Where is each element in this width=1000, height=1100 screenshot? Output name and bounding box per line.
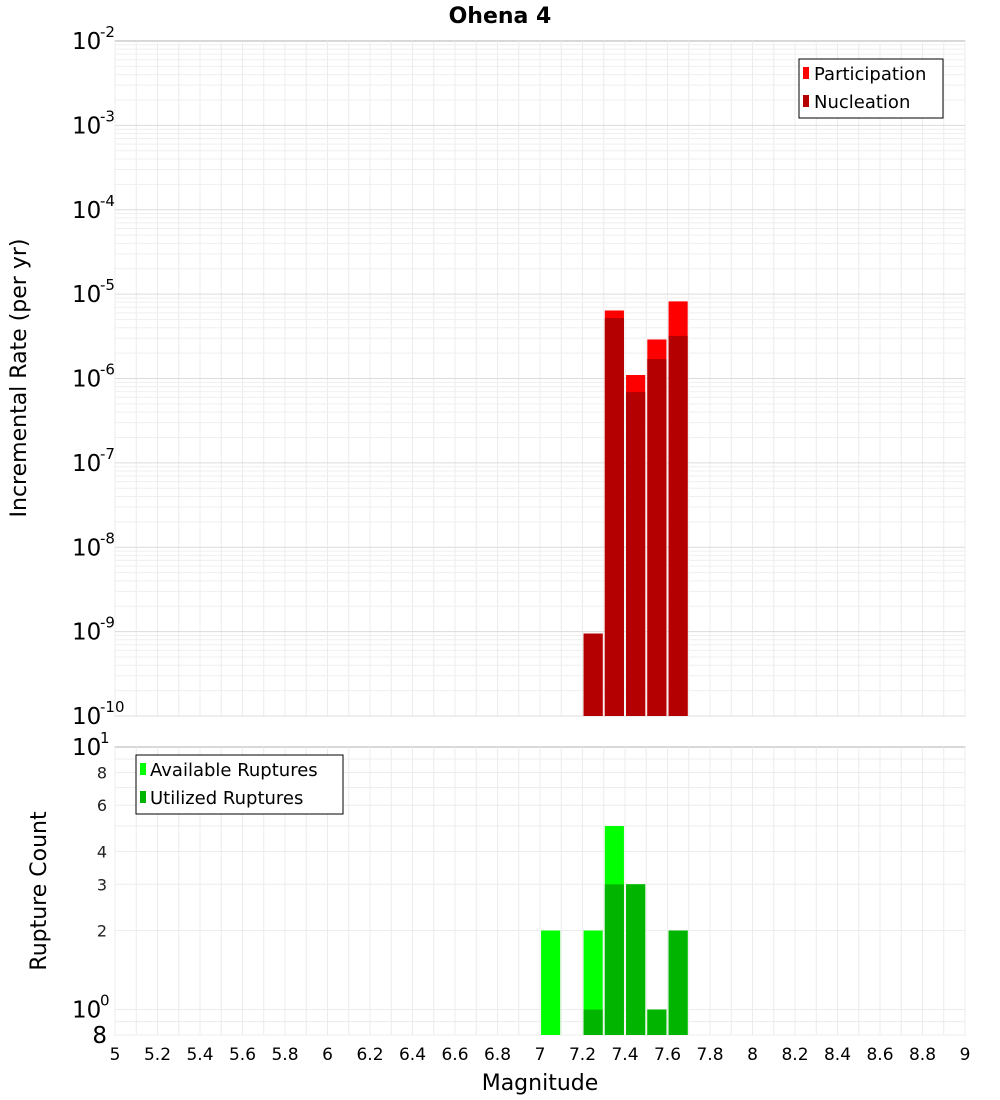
x-tick-label: 7.2	[569, 1045, 596, 1065]
rate-grid	[114, 41, 966, 717]
x-tick-label: 6.2	[356, 1045, 383, 1065]
legend-swatch-nucleation	[803, 95, 809, 107]
rate-y-tick-label: 10	[72, 704, 101, 730]
count-y-tick-exponent: 0	[100, 992, 110, 1010]
rate-y-tick-label: 10	[72, 198, 101, 224]
legend-swatch-utilized	[140, 791, 146, 803]
bar-utilized	[583, 1009, 603, 1035]
x-tick-label: 5.2	[144, 1045, 171, 1065]
count-y-tick-label: 10	[72, 735, 101, 761]
x-tick-label: 7.6	[654, 1045, 681, 1065]
x-tick-label: 8	[747, 1045, 758, 1065]
rate-y-tick-exponent: -4	[100, 192, 115, 210]
rate-y-tick-exponent: -10	[100, 698, 125, 716]
x-tick-label: 6	[322, 1045, 333, 1065]
count-y-minor-tick-label: 2	[97, 922, 107, 941]
rate-y-tick-exponent: -5	[100, 276, 115, 294]
rate-y-tick-label: 10	[72, 113, 101, 139]
x-tick-label: 7.8	[696, 1045, 723, 1065]
x-tick-label: 8.2	[781, 1045, 808, 1065]
bar-available	[541, 930, 561, 1035]
rate-legend-box	[798, 58, 944, 119]
rate-y-axis-label: Incremental Rate (per yr)	[7, 239, 32, 518]
chart-title: Ohena 4	[449, 4, 552, 29]
legend-label-available: Available Ruptures	[150, 760, 318, 781]
rate-y-tick-exponent: -9	[100, 614, 115, 632]
legend-label-participation: Participation	[814, 64, 926, 85]
rate-y-tick-exponent: -8	[100, 529, 115, 547]
bar-nucleation	[604, 318, 624, 716]
rate-y-tick-exponent: -2	[100, 23, 115, 41]
rate-bars	[583, 301, 688, 716]
x-tick-label: 8.8	[909, 1045, 936, 1065]
rate-y-tick-label: 10	[72, 535, 101, 561]
rate-y-tick-label: 10	[72, 29, 101, 55]
count-y-minor-tick-label: 8	[97, 763, 107, 782]
count-grid	[114, 747, 966, 1036]
count-y-minor-tick-label: 8	[92, 1023, 107, 1049]
x-tick-label: 5.4	[186, 1045, 213, 1065]
bar-nucleation	[626, 392, 646, 716]
rate-y-tick-exponent: -3	[100, 107, 115, 125]
count-y-tick-exponent: 1	[100, 729, 110, 747]
legend-label-utilized: Utilized Ruptures	[150, 788, 303, 809]
count-legend: Available Ruptures Utilized Ruptures	[135, 754, 344, 815]
x-tick-label: 9	[960, 1045, 971, 1065]
x-tick-label: 7	[535, 1045, 546, 1065]
count-bars	[541, 826, 688, 1035]
x-tick-label: 6.6	[441, 1045, 468, 1065]
bar-utilized	[647, 1009, 667, 1035]
x-tick-label: 5.8	[271, 1045, 298, 1065]
bar-utilized	[604, 884, 624, 1035]
bar-nucleation	[583, 633, 603, 716]
count-y-minor-tick-label: 3	[97, 875, 107, 894]
count-y-tick-label: 10	[72, 998, 101, 1024]
legend-swatch-available	[140, 763, 146, 775]
bar-utilized	[626, 884, 646, 1035]
count-legend-box	[135, 754, 344, 815]
bar-nucleation	[668, 335, 688, 716]
rate-y-tick-label: 10	[72, 620, 101, 646]
x-tick-label: 6.8	[484, 1045, 511, 1065]
bar-nucleation	[647, 359, 667, 716]
count-y-minor-tick-label: 4	[97, 842, 107, 861]
x-tick-label: 5	[110, 1045, 121, 1065]
x-tick-label: 5.6	[229, 1045, 256, 1065]
x-tick-label: 8.4	[824, 1045, 851, 1065]
rate-y-tick-exponent: -6	[100, 361, 115, 379]
rate-y-tick-label: 10	[72, 451, 101, 477]
rate-y-tick-label: 10	[72, 367, 101, 393]
legend-label-nucleation: Nucleation	[814, 92, 910, 113]
x-tick-label: 6.4	[399, 1045, 426, 1065]
x-tick-label: 8.6	[866, 1045, 893, 1065]
rate-y-tick-label: 10	[72, 282, 101, 308]
rate-legend: Participation Nucleation	[798, 58, 944, 119]
count-y-axis-label: Rupture Count	[27, 811, 52, 971]
bar-utilized	[668, 930, 688, 1035]
rate-y-tick-exponent: -7	[100, 445, 115, 463]
count-x-ticks: 5 5.2 5.4 5.6 5.8 6 6.2 6.4 6.6 6.8 7 7.2 7.4 7.6 7.8 8…	[110, 1045, 971, 1065]
legend-swatch-participation	[803, 67, 809, 79]
x-axis-label: Magnitude	[482, 1071, 599, 1096]
count-y-minor-tick-label: 6	[97, 796, 107, 815]
bar-available	[583, 930, 603, 1035]
x-tick-label: 7.4	[611, 1045, 638, 1065]
